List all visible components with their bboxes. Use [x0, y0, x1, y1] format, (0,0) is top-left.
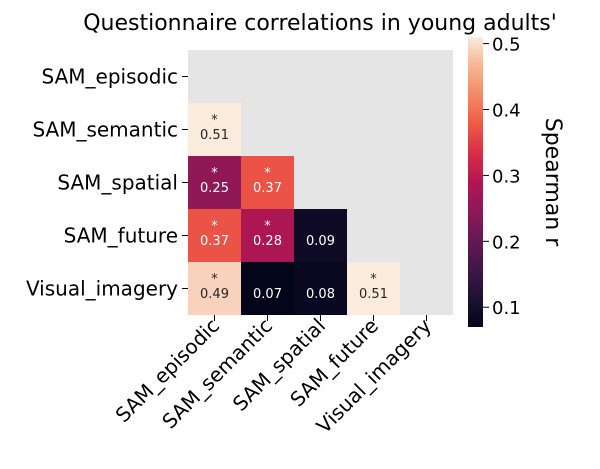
colorbar-tick-label: 0.5	[492, 35, 521, 56]
heatmap-cell	[347, 262, 400, 315]
cell-value-label: 0.09	[306, 234, 335, 249]
cell-value-label: 0.25	[200, 181, 229, 196]
chart-title: Questionnaire correlations in young adul…	[83, 11, 557, 36]
significance-marker: *	[211, 272, 218, 287]
heatmap-cell	[241, 262, 294, 315]
colorbar-tick-label: 0.3	[492, 166, 521, 187]
significance-marker: *	[211, 166, 218, 181]
heatmap-cell	[294, 209, 347, 262]
colorbar-tick-label: 0.2	[492, 232, 521, 253]
significance-marker: *	[211, 219, 218, 234]
row-label: SAM_semantic	[32, 118, 178, 142]
colorbar-tick-label: 0.1	[492, 298, 521, 319]
significance-marker: *	[264, 219, 271, 234]
row-labels: SAM_episodic SAM_semantic SAM_spatial SAM_f…	[26, 65, 188, 301]
heatmap-grid: *0.51*0.25*0.37*0.37*0.28 0.09*0.49 0.07 0.…	[188, 50, 453, 315]
cell-value-label: 0.37	[200, 234, 229, 249]
significance-marker: *	[211, 113, 218, 128]
cell-value-label: 0.51	[200, 128, 229, 143]
cell-value-label: 0.28	[253, 234, 282, 249]
row-label: SAM_episodic	[42, 65, 178, 89]
heatmap-cell	[188, 156, 241, 209]
heatmap-cell	[241, 209, 294, 262]
heatmap-cell	[241, 156, 294, 209]
heatmap-cell	[294, 262, 347, 315]
colorbar-label: Spearman r	[540, 118, 565, 247]
significance-marker: *	[370, 272, 377, 287]
colorbar-tick-label: 0.4	[492, 101, 521, 122]
colorbar-ticks: 0.1 0.2 0.3 0.4 0.5	[483, 35, 521, 319]
significance-marker: *	[264, 166, 271, 181]
heatmap-cell	[188, 103, 241, 156]
cell-value-label: 0.07	[253, 287, 282, 302]
row-label: SAM_future	[64, 224, 178, 248]
heatmap-cell	[188, 262, 241, 315]
cell-value-label: 0.49	[200, 287, 229, 302]
colorbar	[468, 37, 483, 327]
column-labels: SAM_episodicSAM_semanticSAM_spatialSAM_f…	[111, 313, 437, 438]
cell-value-label: 0.08	[306, 287, 335, 302]
row-label: SAM_spatial	[57, 171, 178, 195]
cell-value-label: 0.51	[359, 287, 388, 302]
cell-value-label: 0.37	[253, 181, 282, 196]
row-label: Visual_imagery	[26, 277, 178, 301]
heatmap-cell	[188, 209, 241, 262]
